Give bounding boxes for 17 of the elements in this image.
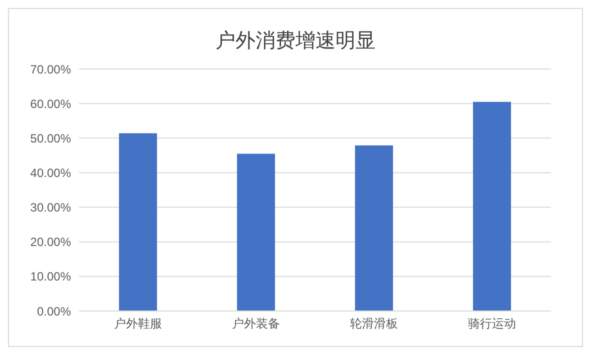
x-tick-label: 轮滑滑板 <box>350 316 398 331</box>
y-tick-label: 0.00% <box>36 304 72 318</box>
x-tick-label: 骑行运动 <box>468 316 516 331</box>
y-tick-label: 60.00% <box>30 96 72 111</box>
bar <box>473 102 511 311</box>
y-tick-label: 30.00% <box>30 200 72 215</box>
bar <box>237 154 275 311</box>
y-tick-label: 40.00% <box>30 166 72 180</box>
bar <box>119 133 157 311</box>
x-tick-label: 户外装备 <box>232 316 280 331</box>
chart-title: 户外消费增速明显 <box>214 27 376 54</box>
bar <box>355 145 393 311</box>
x-tick-label: 户外鞋服 <box>114 316 162 331</box>
y-tick-label: 70.00% <box>30 62 72 76</box>
y-tick-label: 20.00% <box>30 235 72 250</box>
y-tick-label: 10.00% <box>30 270 72 284</box>
y-tick-label: 50.00% <box>30 131 72 146</box>
